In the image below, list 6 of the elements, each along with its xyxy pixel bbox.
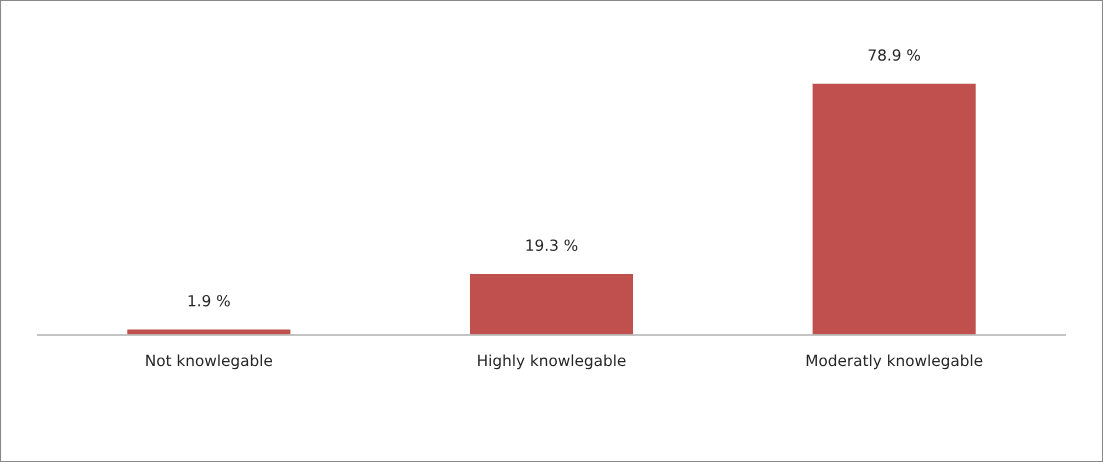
x-tick-label: Moderatly knowlegable bbox=[806, 354, 983, 370]
data-label: 78.9 % bbox=[868, 49, 921, 61]
x-tick-label: Not knowlegable bbox=[146, 354, 273, 370]
x-tick-label: Highly knowlegable bbox=[478, 354, 626, 370]
data-label: 1.9 % bbox=[188, 294, 230, 307]
data-label: 19.3 % bbox=[526, 239, 578, 251]
